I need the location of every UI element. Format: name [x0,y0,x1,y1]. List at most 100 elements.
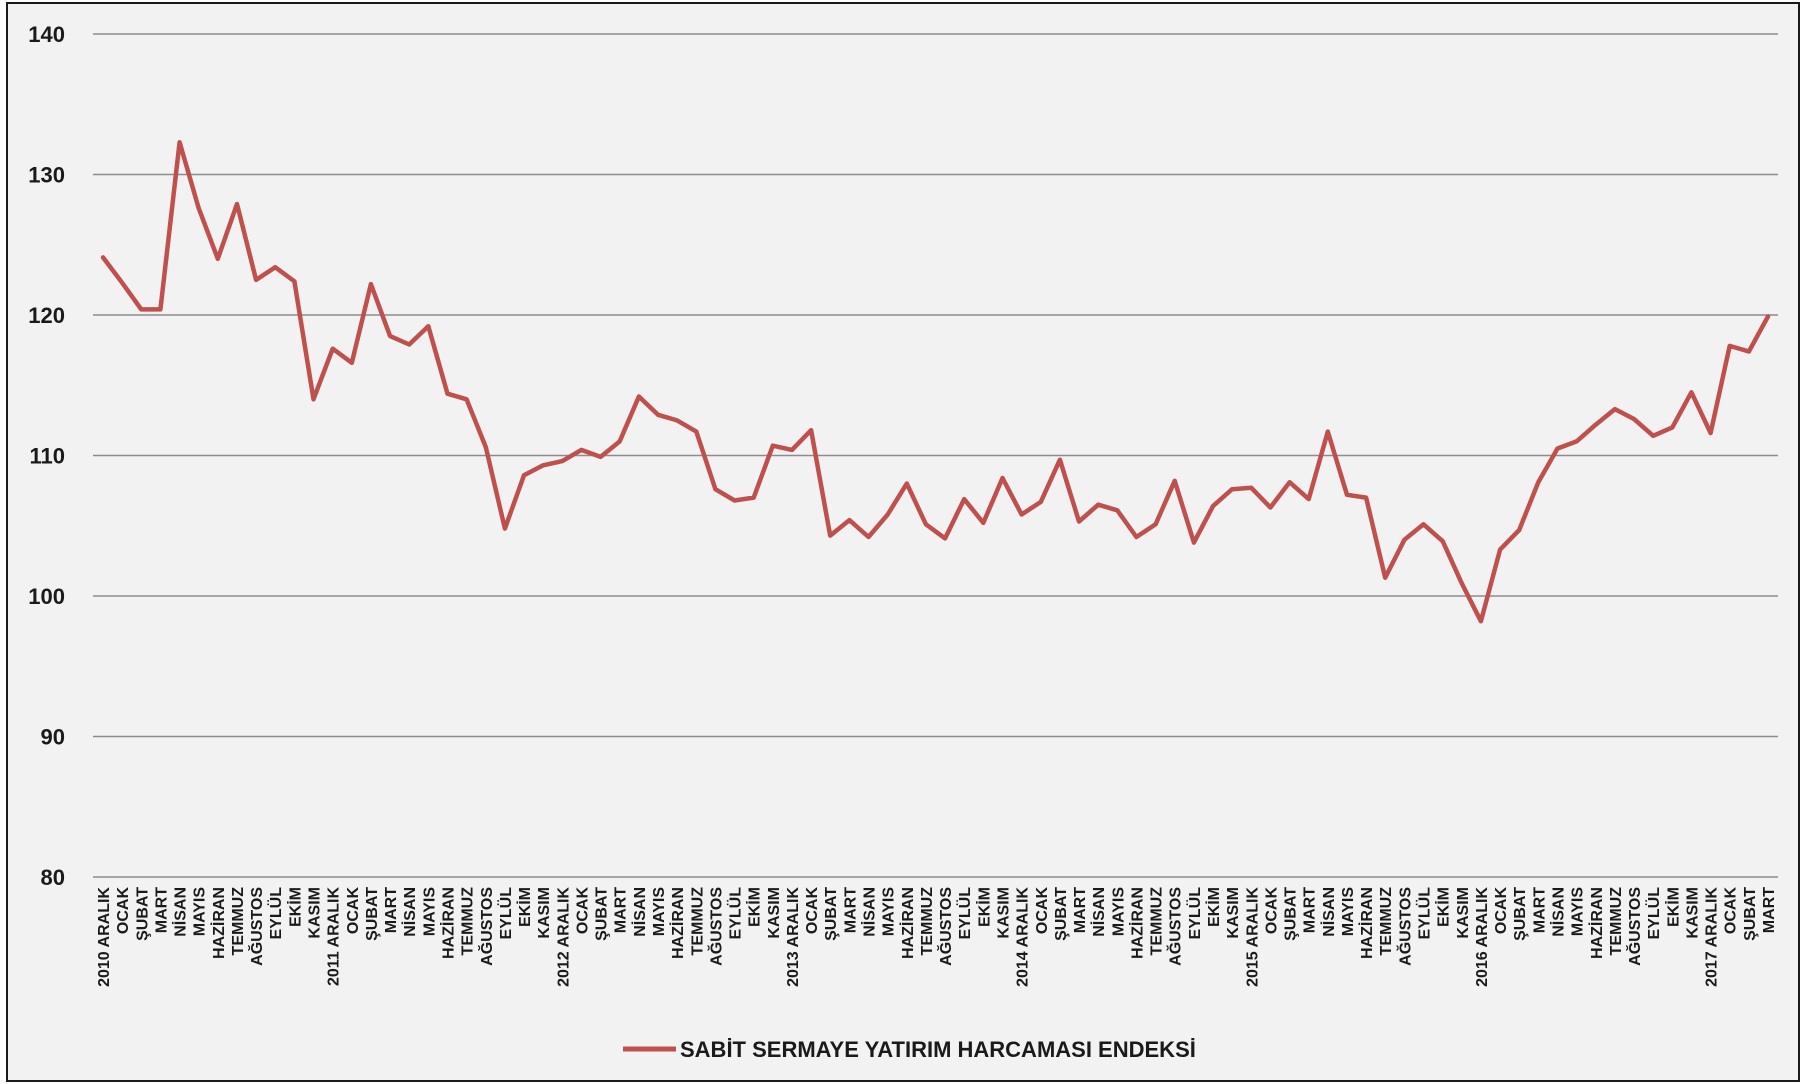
x-tick-label: OCAK [1034,887,1051,935]
x-tick-label: EKİM [1664,887,1682,927]
x-tick-label: NİSAN [1320,887,1338,937]
y-tick-label: 110 [30,444,66,469]
x-tick-label: MAYIS [1570,887,1587,937]
x-tick-label: EKİM [516,887,534,927]
x-tick-label: MART [153,887,170,933]
y-tick-label: 130 [28,163,65,188]
x-tick-label: MAYIS [1110,887,1127,937]
x-tick-label: TEMMUZ [689,887,706,956]
x-tick-label: ŞUBAT [1512,887,1529,941]
x-tick-label: ŞUBAT [364,887,381,941]
x-tick-label: MART [383,887,400,933]
x-tick-label: ŞUBAT [1742,887,1759,941]
x-tick-label: EYLÜL [726,887,745,940]
x-tick-label: KASIM [1684,887,1701,939]
legend-label: SABİT SERMAYE YATIRIM HARCAMASI ENDEKSİ [680,1037,1196,1062]
x-tick-label: ŞUBAT [1283,887,1300,941]
x-tick-label: MAYIS [1340,887,1357,937]
x-tick-label: EYLÜL [1185,887,1204,940]
x-tick-label: EYLÜL [266,887,285,940]
x-tick-label: ŞUBAT [594,887,611,941]
x-tick-label: KASIM [766,887,783,939]
series-lines [100,139,1771,624]
x-tick-label: AĞUSTOS [1166,887,1185,966]
legend: SABİT SERMAYE YATIRIM HARCAMASI ENDEKSİ [623,1037,1196,1062]
x-tick-label: 2014 ARALIK [1015,887,1032,987]
x-tick-label: KASIM [536,887,553,939]
x-tick-label: AĞUSTOS [477,887,496,966]
x-tick-label: ŞUBAT [1053,887,1070,941]
x-tick-label: KASIM [1455,887,1472,939]
x-tick-label: NİSAN [172,887,190,937]
x-tick-label: EYLÜL [955,887,974,940]
x-tick-label: OCAK [1723,887,1740,935]
x-tick-label: TEMMUZ [1149,887,1166,956]
x-tick-label: KASIM [1225,887,1242,939]
x-tick-label: HAZİRAN [669,887,687,959]
x-tick-label: EYLÜL [1415,887,1434,940]
x-tick-label: OCAK [574,887,591,935]
x-tick-label: NİSAN [861,887,879,937]
x-tick-label: ŞUBAT [134,887,151,941]
y-tick-label: 120 [28,303,65,328]
x-tick-label: AĞUSTOS [936,887,955,966]
x-tick-label: TEMMUZ [919,887,936,956]
x-tick-label: HAZİRAN [1358,887,1376,959]
x-tick-label: EKİM [1435,887,1453,927]
y-tick-label: 140 [28,22,65,47]
x-axis-tick-labels: 2010 ARALIK OCAK ŞUBAT MART NİSAN MAYIS HAZİRA… [96,887,1778,987]
x-tick-label: HAZİRAN [899,887,917,959]
x-tick-label: AĞUSTOS [1625,887,1644,966]
y-tick-label: 90 [41,725,65,750]
x-tick-label: OCAK [804,887,821,935]
x-tick-label: EKİM [1205,887,1223,927]
x-tick-label: MART [613,887,630,933]
x-tick-label: MART [1302,887,1319,933]
x-tick-label: NİSAN [401,887,419,937]
x-tick-label: 2011 ARALIK [326,887,343,986]
x-tick-label: 2010 ARALIK [96,887,113,987]
gridlines [93,33,1778,878]
chart-frame: 80 90 100 110 120 130 140 2010 ARALIK OCAK ŞUBAT… [6,2,1800,1082]
y-axis-tick-labels: 80 90 100 110 120 130 140 [28,22,65,890]
y-tick-label: 100 [28,584,65,609]
x-tick-label: AĞUSTOS [1395,887,1414,966]
x-tick-label: MAYIS [192,887,209,937]
x-tick-label: 2013 ARALIK [785,887,802,987]
x-tick-label: HAZİRAN [439,887,457,959]
x-tick-label: 2017 ARALIK [1704,887,1721,987]
x-tick-label: NİSAN [1549,887,1567,937]
x-tick-label: 2012 ARALIK [555,887,572,987]
y-tick-label: 80 [41,865,65,890]
x-tick-label: NİSAN [631,887,649,937]
x-tick-label: HAZİRAN [210,887,228,959]
x-tick-label: MART [1531,887,1548,933]
x-tick-label: TEMMUZ [1608,887,1625,956]
x-tick-label: NİSAN [1090,887,1108,937]
series-line-0 [100,139,1771,624]
x-tick-label: MAYIS [421,887,438,937]
x-tick-label: TEMMUZ [460,887,477,956]
x-tick-label: MART [842,887,859,933]
x-tick-label: EKİM [746,887,764,927]
x-tick-label: TEMMUZ [230,887,247,956]
x-tick-label: EYLÜL [1644,887,1663,940]
x-tick-label: 2016 ARALIK [1474,887,1491,987]
x-tick-label: 2015 ARALIK [1244,887,1261,987]
x-tick-label: AĞUSTOS [706,887,725,966]
x-tick-label: TEMMUZ [1378,887,1395,956]
x-tick-label: EYLÜL [496,887,515,940]
x-tick-label: OCAK [115,887,132,935]
x-tick-label: MART [1072,887,1089,933]
x-tick-label: EKİM [286,887,304,927]
x-tick-label: ŞUBAT [823,887,840,941]
x-tick-label: AĞUSTOS [247,887,266,966]
x-tick-label: OCAK [1263,887,1280,935]
x-tick-label: OCAK [345,887,362,935]
x-tick-label: HAZİRAN [1128,887,1146,959]
x-tick-label: OCAK [1493,887,1510,935]
x-tick-label: HAZİRAN [1588,887,1606,959]
x-tick-label: MART [1761,887,1778,933]
x-tick-label: MAYIS [651,887,668,937]
